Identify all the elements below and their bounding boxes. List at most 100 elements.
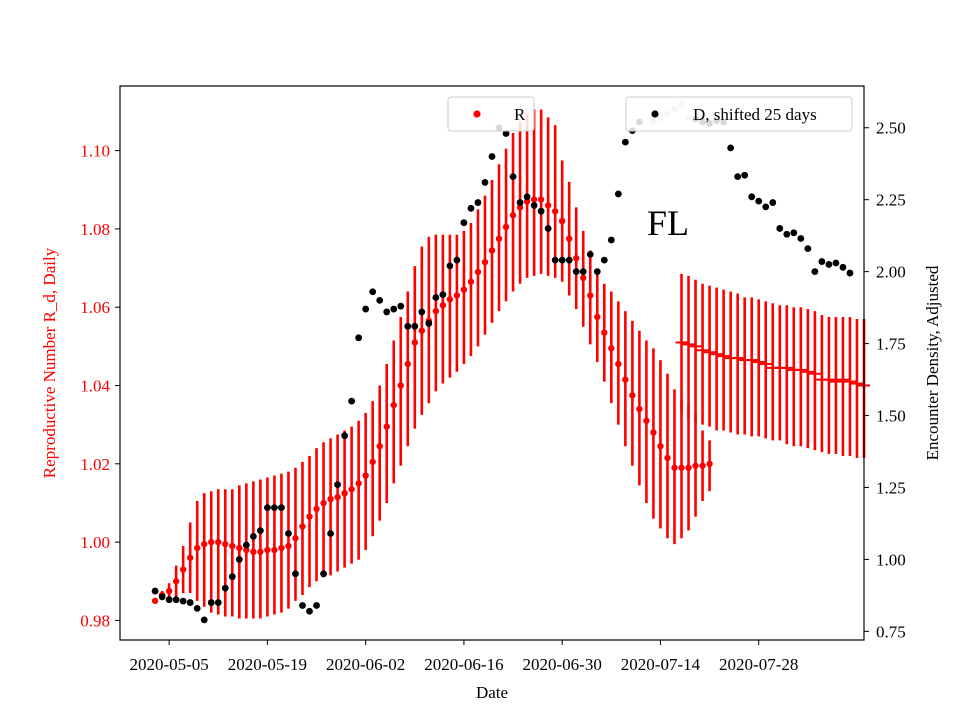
r-point: [222, 540, 229, 548]
y-left-tick-label: 1.10: [80, 142, 110, 161]
legend-R-label: R: [514, 105, 526, 124]
d-point: [516, 199, 524, 206]
d-point: [825, 261, 833, 268]
r-point: [278, 544, 285, 552]
d-point: [200, 616, 208, 624]
r-point: [601, 329, 608, 336]
r-point: [292, 535, 299, 542]
d-point: [242, 541, 250, 549]
r-point: [369, 458, 376, 466]
d-point: [797, 235, 805, 242]
r-point: [544, 202, 552, 209]
d-point: [179, 597, 187, 605]
d-point: [727, 144, 735, 152]
d-point: [593, 268, 601, 276]
r-point: [692, 462, 699, 469]
d-point: [769, 199, 777, 206]
r-point: [495, 235, 503, 242]
d-point: [411, 322, 419, 330]
d-point: [151, 587, 159, 595]
x-tick-label: 2020-05-19: [228, 655, 307, 674]
y-axis-left: 0.98 1.00 1.02 1.04 1.06 1.08 1.10: [80, 142, 120, 630]
r-point: [460, 286, 468, 293]
y-right-tick-label: 0.75: [876, 622, 906, 641]
d-point: [235, 556, 243, 563]
d-point: [776, 225, 784, 232]
r-point: [264, 546, 271, 554]
r-point: [362, 472, 369, 479]
d-point: [390, 305, 398, 313]
x-tick-label: 2020-06-02: [326, 655, 405, 674]
y-left-tick-label: 0.98: [80, 611, 110, 630]
d-point: [404, 322, 412, 330]
r-point: [629, 392, 636, 399]
r-point: [558, 217, 566, 225]
d-point: [558, 256, 566, 264]
r-point: [172, 578, 180, 585]
d-point: [341, 432, 349, 440]
r-point: [650, 429, 657, 436]
r-point: [530, 196, 538, 203]
d-point: [299, 602, 306, 609]
plot-frame: [119, 85, 865, 641]
r-point: [313, 505, 320, 513]
y-axis-right: 0.75 1.00 1.25 1.50 1.75 2.00 2.25 2.50: [864, 119, 906, 641]
d-point: [467, 204, 475, 212]
r-point: [285, 542, 292, 550]
r-point: [608, 345, 615, 352]
y-left-tick-label: 1.00: [80, 533, 110, 552]
d-point: [292, 570, 299, 578]
r-point: [453, 292, 461, 299]
r-point: [236, 544, 243, 552]
r-point: [243, 546, 250, 554]
d-point: [544, 225, 552, 232]
d-point: [474, 199, 482, 206]
r-point: [341, 489, 348, 497]
r-point: [165, 587, 173, 595]
r-point: [537, 196, 545, 203]
r-point: [404, 360, 411, 368]
d-point: [790, 229, 798, 237]
d-point: [565, 256, 573, 264]
d-point: [748, 193, 756, 201]
d-point: [418, 308, 426, 316]
d-point: [530, 202, 538, 209]
r-point: [201, 540, 208, 548]
d-point: [818, 258, 826, 265]
d-point: [488, 153, 496, 160]
r-point: [523, 198, 531, 205]
r-point: [580, 274, 587, 282]
r-point: [151, 597, 159, 605]
d-point: [537, 207, 545, 215]
legend-R-box: [447, 96, 535, 132]
r-point: [299, 523, 306, 530]
d-point: [762, 203, 770, 211]
r-point: [306, 513, 313, 520]
x-axis: 2020-05-05 2020-05-19 2020-06-02 2020-06-16…: [129, 640, 798, 674]
d-point: [271, 504, 278, 512]
r-point: [229, 542, 236, 550]
d-point: [832, 259, 840, 267]
r-point: [467, 278, 475, 285]
d-point: [320, 570, 327, 578]
d-point: [383, 308, 391, 316]
d-point: [193, 604, 201, 612]
y-right-tick-label: 1.25: [876, 478, 906, 497]
d-point: [221, 584, 229, 592]
r-point: [320, 499, 327, 507]
d-point: [439, 291, 447, 299]
r-point: [474, 268, 482, 276]
d-point: [263, 504, 271, 512]
d-point: [446, 262, 454, 270]
y-right-tick-label: 2.00: [876, 263, 906, 282]
d-point: [839, 263, 847, 271]
d-point: [811, 268, 819, 276]
r-point: [327, 495, 334, 503]
d-point: [313, 602, 320, 609]
d-point: [586, 250, 594, 258]
d-point: [551, 256, 559, 264]
r-point: [418, 327, 426, 334]
r-point: [208, 538, 215, 546]
d-point: [158, 593, 166, 601]
